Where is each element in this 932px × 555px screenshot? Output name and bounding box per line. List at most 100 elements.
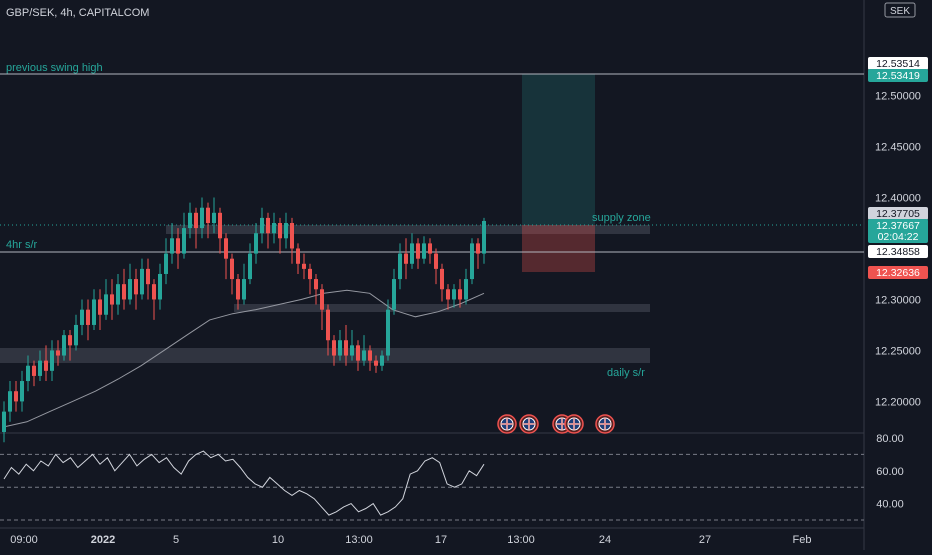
price-tick-label: 12.40000: [875, 193, 921, 205]
candle-body: [170, 238, 174, 254]
candle-body: [452, 289, 456, 300]
chart-title[interactable]: GBP/SEK, 4h, CAPITALCOM: [6, 7, 149, 19]
candle-body: [332, 340, 336, 356]
long-position-stop-zone[interactable]: [522, 225, 595, 272]
candle-body: [380, 355, 384, 366]
gb-flag-icon[interactable]: [497, 414, 517, 434]
candle-body: [194, 212, 198, 229]
time-tick-label: 27: [699, 534, 711, 546]
candle-body: [32, 365, 36, 376]
stop-price: 12.32636: [876, 267, 920, 279]
sr-4hr-label[interactable]: 4hr s/r: [6, 239, 38, 251]
currency-badge[interactable]: SEK: [884, 2, 916, 18]
long-position-target-zone[interactable]: [522, 74, 595, 225]
candle-body: [200, 207, 204, 229]
candle-body: [128, 279, 132, 300]
candle-body: [482, 220, 486, 254]
time-tick-label: 5: [173, 534, 179, 546]
price-tick-label: 12.20000: [875, 396, 921, 408]
entry-price: 12.37667: [876, 220, 920, 232]
candle-body: [44, 360, 48, 371]
bar-countdown: 02:04:22: [878, 231, 919, 243]
currency-label[interactable]: SEK: [890, 6, 910, 17]
candle-body: [440, 268, 444, 290]
rsi-tick-label: 40.00: [876, 499, 904, 511]
gb-flag-icon[interactable]: [519, 414, 539, 434]
candle-body: [386, 309, 390, 356]
candle-body: [350, 345, 354, 356]
candle-body: [458, 289, 462, 300]
candle-body: [80, 309, 84, 325]
time-tick-label: 10: [272, 534, 284, 546]
candle-body: [266, 217, 270, 234]
time-tick-label: 09:00: [10, 534, 38, 546]
candle-body: [308, 268, 312, 280]
candle-body: [254, 233, 258, 254]
candle-body: [320, 289, 324, 310]
candle-body: [2, 411, 6, 432]
candle-body: [242, 279, 246, 300]
candle-body: [152, 284, 156, 300]
supply-zone-label[interactable]: supply zone: [592, 212, 651, 224]
event-flags[interactable]: [497, 414, 615, 434]
candle-body: [248, 253, 252, 280]
mid-zone-box[interactable]: [234, 304, 650, 312]
candle-body: [218, 212, 222, 239]
candle-body: [50, 350, 54, 371]
price-tick-label: 12.25000: [875, 345, 921, 357]
candle-body: [230, 258, 234, 280]
candle-body: [176, 238, 180, 254]
price-axis[interactable]: 12.2000012.2500012.3000012.3500012.40000…: [875, 91, 921, 409]
candle-body: [92, 299, 96, 325]
gb-flag-icon[interactable]: [564, 414, 584, 434]
candle-body: [236, 279, 240, 300]
candle-body: [134, 279, 138, 295]
time-tick-label: 13:00: [507, 534, 535, 546]
rsi-line: [3, 450, 485, 516]
candle-body: [404, 253, 408, 264]
candle-body: [428, 243, 432, 254]
rsi-tick-label: 60.00: [876, 466, 904, 478]
candle-body: [362, 350, 366, 361]
rsi-tick-label: 80.00: [876, 433, 904, 445]
swing-high-price: 12.53514: [876, 58, 920, 70]
time-axis[interactable]: 09:00 2022 5 10 13:00 17 13:00 24 27 Feb: [10, 534, 811, 546]
candle-body: [284, 223, 288, 239]
candle-body: [410, 243, 414, 264]
candle-body: [14, 391, 18, 402]
supply-zone-box[interactable]: [166, 225, 650, 234]
price-tick-label: 12.30000: [875, 294, 921, 306]
rsi-levels: [0, 453, 864, 521]
candle-body: [260, 217, 264, 234]
candle-body: [278, 223, 282, 239]
candle-body: [464, 279, 468, 300]
daily-zone-box[interactable]: [0, 348, 650, 363]
candle-body: [374, 360, 378, 366]
candle-body: [86, 309, 90, 325]
candle-body: [62, 335, 66, 356]
candle-body: [8, 391, 12, 412]
gb-flag-icon[interactable]: [595, 414, 615, 434]
rsi-axis: 40.00 60.00 80.00: [876, 433, 904, 511]
candle-body: [326, 309, 330, 341]
time-tick-label: 24: [599, 534, 611, 546]
time-tick-label: 17: [435, 534, 447, 546]
previous-swing-high-label[interactable]: previous swing high: [6, 62, 103, 74]
candle-body: [104, 294, 108, 315]
moving-average-line: [3, 289, 485, 428]
candle-body: [296, 248, 300, 264]
candle-body: [164, 253, 168, 274]
target-price-label: 12.53419: [868, 69, 928, 82]
candle-body: [302, 263, 306, 269]
price-tick-label: 12.50000: [875, 91, 921, 103]
candle-body: [476, 243, 480, 254]
candle-body: [356, 345, 360, 361]
candle-body: [158, 273, 162, 300]
candle-body: [446, 289, 450, 300]
price-tick-label: 12.45000: [875, 142, 921, 154]
candle-body: [470, 243, 474, 280]
daily-sr-label[interactable]: daily s/r: [607, 367, 645, 379]
candle-body: [116, 284, 120, 305]
